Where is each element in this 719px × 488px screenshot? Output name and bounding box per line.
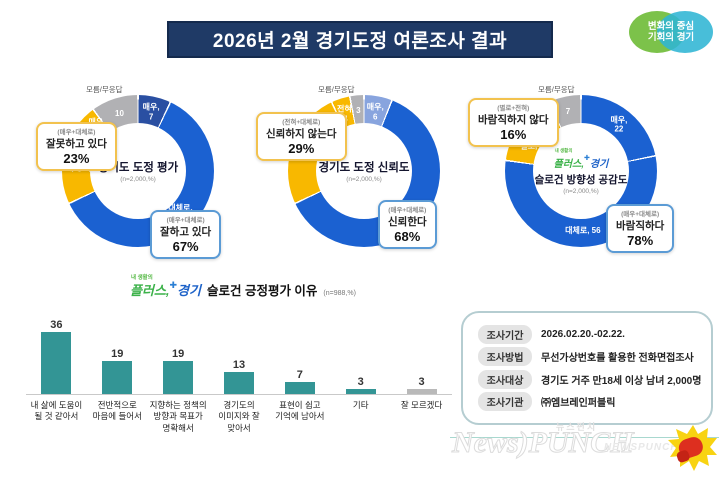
dont-know-label: 모름/무응답 bbox=[538, 85, 575, 94]
bar bbox=[284, 381, 315, 394]
watermark-line bbox=[450, 437, 719, 438]
callout-positive: (매우+대체로) 잘하고 있다 67% bbox=[150, 210, 222, 259]
bar-categories: 내 삶에 도움이 될 것 같아서 전반적으로 마음에 들어서 지향하는 정책의 방향… bbox=[26, 395, 452, 434]
info-label: 조사대상 bbox=[478, 369, 532, 389]
info-value: ㈜엠브레인퍼블릭 bbox=[541, 397, 616, 409]
bar-chart-title: 슬로건 긍정평가 이유 bbox=[206, 284, 318, 298]
info-row-agency: 조사기관 ㈜엠브레인퍼블릭 bbox=[478, 391, 696, 411]
gyeonggi-province-logo: 변화의 중심 기회의 경기 bbox=[627, 7, 715, 57]
plus-gyeonggi-logo: 내 생활의 플러스,✚경기 bbox=[553, 147, 609, 170]
bar-value-label: 3 bbox=[357, 375, 364, 388]
bar-slot: 19 bbox=[148, 348, 209, 394]
info-value: 경기도 거주 만18세 이상 남녀 2,000명 bbox=[541, 375, 702, 387]
dont-know-label: 모름/무응답 bbox=[86, 85, 123, 94]
bar bbox=[163, 361, 194, 394]
donut-segment-label: 매우, 7 bbox=[142, 102, 160, 122]
boxing-glove-icon bbox=[668, 425, 717, 471]
bar-value-label: 7 bbox=[296, 368, 303, 381]
newspunch-logo: News)PUNCH bbox=[452, 426, 635, 460]
donut-title: 경기도 도정 평가 bbox=[97, 162, 179, 174]
bar bbox=[102, 361, 133, 394]
bar bbox=[41, 332, 72, 394]
bar-category-label: 전반적으로 마음에 들어서 bbox=[92, 400, 142, 422]
bar-chart-header: 내 생활의 플러스,✚경기 슬로건 긍정평가 이유 (n=988,%) bbox=[130, 274, 356, 300]
bar-slot: 3 bbox=[330, 376, 391, 394]
donut-segment-label: 10 bbox=[115, 109, 124, 119]
bar-category-label: 잘 모르겠다 bbox=[400, 400, 443, 410]
bar-slot: 3 bbox=[391, 376, 452, 394]
dont-know-label: 모름/무응답 bbox=[318, 85, 355, 94]
newspunch-caps: NEWSPUNCH bbox=[604, 442, 679, 453]
donut-title: 슬로건 방향성 공감도 bbox=[534, 173, 628, 186]
donut-segment-label: 매우, 6 bbox=[366, 102, 384, 122]
watermark-korean: 뉴스펀치 bbox=[556, 422, 598, 432]
info-label: 조사방법 bbox=[478, 347, 532, 367]
bar-category-label: 내 삶에 도움이 될 것 같아서 bbox=[30, 400, 83, 422]
sample-size: (n=2,000,%) bbox=[563, 187, 599, 195]
bar-category-label: 경기도의 이미지와 잘 맞아서 bbox=[218, 400, 260, 433]
bar-slot: 13 bbox=[209, 359, 270, 394]
page-title: 2026년 2월 경기도정 여론조사 결과 bbox=[167, 21, 553, 58]
donut-center: 경기도 도정 평가 (n=2,000,%) bbox=[90, 123, 186, 219]
sample-size: (n=2,000,%) bbox=[120, 176, 156, 183]
info-label: 조사기관 bbox=[478, 391, 532, 411]
bar-category-label: 표현이 쉽고 기억에 남아서 bbox=[275, 400, 325, 422]
callout-negative: (별로+전혀) 바람직하지 않다 16% bbox=[468, 98, 559, 147]
callout-positive: (매우+대체로) 바람직하다 78% bbox=[606, 204, 675, 253]
callout-negative: (매우+대체로) 잘못하고 있다 23% bbox=[36, 122, 117, 171]
donut-segment-label: 매우, 22 bbox=[610, 114, 628, 134]
bar bbox=[406, 388, 437, 394]
plus-gyeonggi-logo: 내 생활의 플러스,✚경기 bbox=[130, 275, 201, 298]
bar-chart-sample-size: (n=988,%) bbox=[323, 290, 356, 297]
chart-provincial-trust: 모름/무응답 경기도 도정 신뢰도 (n=2,000,%) 매우, 6대체로, … bbox=[254, 82, 469, 270]
donut-title: 경기도 도정 신뢰도 bbox=[318, 162, 410, 174]
info-row-method: 조사방법 무선가상번호를 활용한 전화면접조사 bbox=[478, 347, 696, 367]
slogan-positive-reason-bar-chart: 36 19 19 13 7 3 3 내 삶에 도움이 될 것 같아서 전반적으로 마음에 들어… bbox=[26, 315, 452, 434]
bar-category-label: 지향하는 정책의 방향과 목표가 명확해서 bbox=[149, 400, 207, 433]
bar-value-label: 19 bbox=[111, 348, 124, 361]
bar-value-label: 36 bbox=[50, 319, 63, 332]
donut-segment-label: 대체로, 56 bbox=[565, 226, 601, 236]
logo-text: 변화의 중심 기회의 경기 bbox=[647, 20, 695, 43]
bar bbox=[224, 371, 254, 394]
bar-slot: 19 bbox=[87, 348, 148, 394]
donut-segment-label: 3 bbox=[356, 106, 361, 116]
info-label: 조사기간 bbox=[478, 325, 532, 344]
donut-segment-label: 7 bbox=[565, 107, 571, 117]
bar-value-label: 19 bbox=[172, 348, 185, 361]
logo-blue-ellipse-icon bbox=[657, 11, 713, 53]
callout-positive: (매우+대체로) 신뢰한다 68% bbox=[378, 200, 437, 249]
info-row-period: 조사기간 2026.02.20.-02.22. bbox=[478, 325, 696, 344]
survey-info-box: 조사기간 2026.02.20.-02.22. 조사방법 무선가상번호를 활용한… bbox=[461, 311, 713, 425]
bar-slot: 36 bbox=[26, 319, 87, 394]
info-value: 2026.02.20.-02.22. bbox=[541, 329, 625, 340]
info-row-target: 조사대상 경기도 거주 만18세 이상 남녀 2,000명 bbox=[478, 369, 701, 389]
bar-slot: 7 bbox=[269, 369, 330, 394]
bar-value-label: 3 bbox=[418, 375, 425, 388]
bars-area: 36 19 19 13 7 3 3 bbox=[26, 315, 452, 395]
info-value: 무선가상번호를 활용한 전화면접조사 bbox=[541, 353, 694, 365]
plus-icon: ✚ bbox=[169, 280, 178, 290]
bar bbox=[345, 388, 376, 394]
sample-size: (n=2,000,%) bbox=[346, 176, 382, 183]
callout-negative: (전혀+대체로) 신뢰하지 않는다 29% bbox=[256, 112, 347, 161]
chart-slogan-sympathy: 모름/무응답 내 생활의 플러스,✚경기 슬로건 방향성 공감도 (n=2,00… bbox=[468, 82, 718, 270]
bar-value-label: 13 bbox=[232, 358, 246, 371]
bar-category-label: 기타 bbox=[352, 400, 369, 410]
plus-icon: ✚ bbox=[584, 154, 590, 162]
